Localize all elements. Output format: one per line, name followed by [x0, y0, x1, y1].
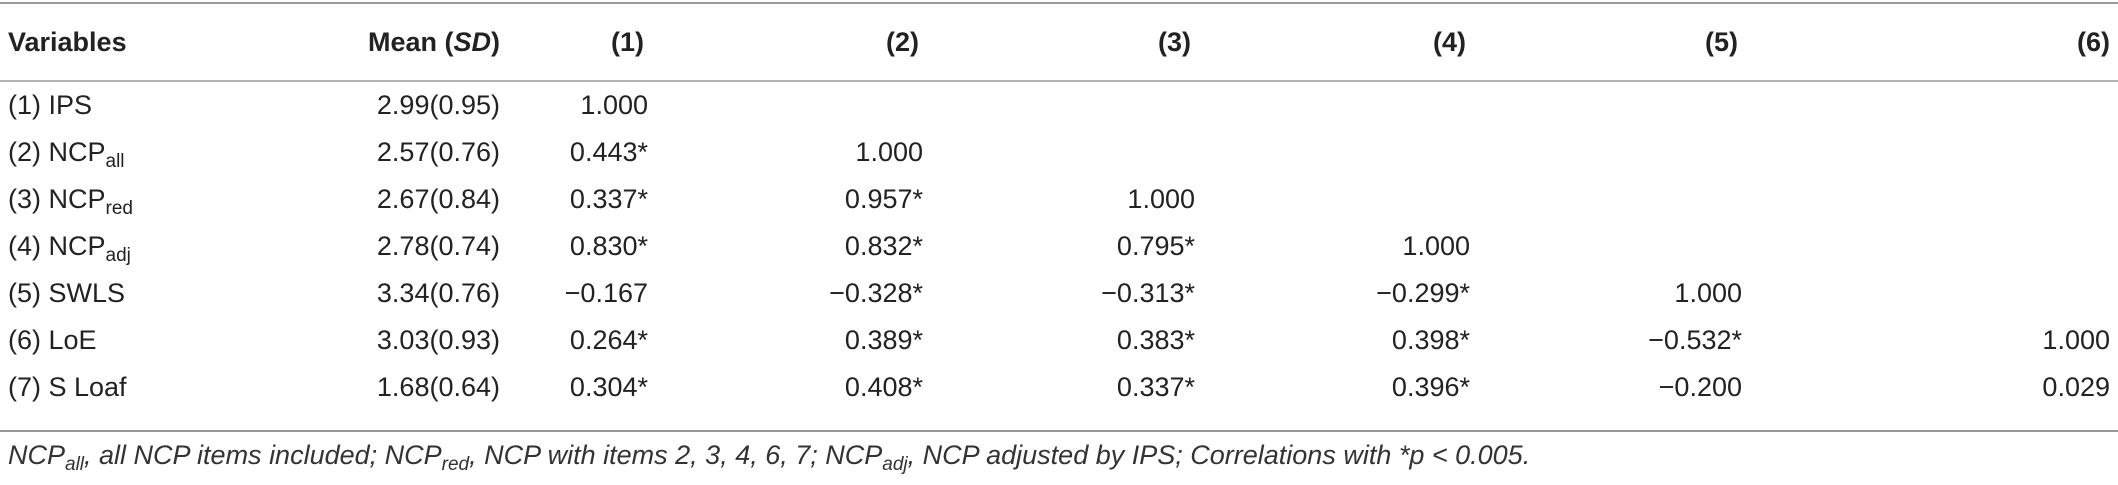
correlation-cell-col-4 [1307, 129, 1582, 176]
correlation-cell-col-2: 1.000 [855, 137, 923, 167]
table-row: (7) S Loaf 1.68(0.64) 0.304* 0.408* 0.337* 0.… [0, 364, 2118, 411]
correlation-cell-col-6 [1854, 129, 2118, 176]
row-variable-label: (6) LoE [0, 317, 300, 364]
correlation-cell-col-6 [1854, 223, 2118, 270]
bottom-rule [0, 430, 2118, 432]
table-row: (2) NCPall 2.57(0.76) 0.443* 1.000 [0, 129, 2118, 176]
row-variable-label: (1) IPS [0, 80, 300, 129]
correlation-cell-col-4: 0.396* [1391, 372, 1470, 402]
correlation-cell-col-1: 0.337* [569, 184, 648, 214]
footnote-part-3: , NCP with items 2, 3, 4, 6, 7; NCP [469, 440, 883, 470]
correlation-cell-col-4: 1.000 [1402, 231, 1470, 261]
row-variable-label: (2) NCPall [0, 129, 300, 176]
correlation-cell-col-2: 0.957* [844, 184, 923, 214]
correlation-cell-col-2: 0.408* [844, 372, 923, 402]
top-rule [0, 2, 2118, 4]
correlation-cell-col-5 [1582, 176, 1854, 223]
correlation-cell-col-6: 0.029 [2042, 372, 2110, 402]
row-mean-sd: 2.78(0.74) [376, 231, 500, 261]
correlation-cell-col-5: 1.000 [1674, 278, 1742, 308]
header-mean-suffix: ) [491, 26, 500, 57]
footnote-part-4: , NCP adjusted by IPS; Correlations with… [907, 440, 1531, 470]
variable-name: (3) NCP [8, 184, 106, 214]
variable-subscript: red [105, 198, 133, 219]
correlation-cell-col-6: 1.000 [2042, 325, 2110, 355]
correlation-cell-col-3: −0.313* [1101, 278, 1195, 308]
correlation-cell-col-1: −0.167 [564, 278, 648, 308]
correlation-cell-col-3: 0.337* [1116, 372, 1195, 402]
header-col-4: (4) [1433, 26, 1466, 57]
row-variable-label: (5) SWLS [0, 270, 300, 317]
variable-name: (6) LoE [8, 325, 97, 355]
footnote-sub-2: red [441, 454, 470, 475]
correlation-cell-col-5 [1582, 223, 1854, 270]
table-row: (4) NCPadj 2.78(0.74) 0.830* 0.832* 0.795* 1.… [0, 223, 2118, 270]
header-col-1: (1) [611, 26, 644, 57]
correlation-cell-col-3 [1035, 80, 1307, 129]
correlation-cell-col-5: −0.200 [1658, 372, 1742, 402]
correlation-cell-col-1: 0.830* [569, 231, 648, 261]
variable-subscript: all [105, 151, 125, 172]
footnote-sub-1: all [65, 454, 85, 475]
correlation-cell-col-3: 0.795* [1116, 231, 1195, 261]
header-rule [0, 80, 2118, 82]
variable-name: (5) SWLS [8, 278, 126, 308]
correlation-cell-col-2: −0.328* [829, 278, 923, 308]
row-mean-sd: 1.68(0.64) [376, 372, 500, 402]
row-variable-label: (4) NCPadj [0, 223, 300, 270]
table-footnote: NCPall, all NCP items included; NCPred, … [8, 440, 1531, 474]
header-col-6: (6) [2077, 26, 2110, 57]
correlation-cell-col-4 [1307, 176, 1582, 223]
footnote-sub-3: adj [882, 454, 908, 475]
row-mean-sd: 3.03(0.93) [376, 325, 500, 355]
header-mean-prefix: Mean ( [367, 26, 454, 57]
correlation-cell-col-4 [1307, 80, 1582, 129]
header-col-3: (3) [1158, 26, 1191, 57]
header-col-5: (5) [1705, 26, 1738, 57]
correlation-table: Variables Mean (SD) (1) (2) (3) (4) (5) … [0, 4, 2118, 411]
correlation-cell-col-2 [760, 80, 1035, 129]
correlation-cell-col-6 [1854, 176, 2118, 223]
correlation-cell-col-5 [1582, 80, 1854, 129]
row-variable-label: (3) NCPred [0, 176, 300, 223]
row-mean-sd: 2.99(0.95) [376, 90, 500, 120]
correlation-cell-col-3: 0.383* [1116, 325, 1195, 355]
correlation-cell-col-1: 0.304* [569, 372, 648, 402]
correlation-cell-col-1: 0.443* [569, 137, 648, 167]
header-variables: Variables [8, 26, 127, 57]
table-row: (6) LoE 3.03(0.93) 0.264* 0.389* 0.383* 0.398… [0, 317, 2118, 364]
correlation-cell-col-6 [1854, 270, 2118, 317]
correlation-cell-col-1: 1.000 [580, 90, 648, 120]
correlation-cell-col-5: −0.532* [1648, 325, 1742, 355]
footnote-part-2: , all NCP items included; NCP [84, 440, 442, 470]
correlation-cell-col-3: 1.000 [1127, 184, 1195, 214]
footnote-part-1: NCP [8, 440, 66, 470]
correlation-cell-col-4: −0.299* [1376, 278, 1470, 308]
table-row: (3) NCPred 2.67(0.84) 0.337* 0.957* 1.000 [0, 176, 2118, 223]
variable-name: (7) S Loaf [8, 372, 127, 402]
correlation-cell-col-1: 0.264* [569, 325, 648, 355]
header-mean-sd: SD [453, 26, 491, 57]
row-mean-sd: 2.57(0.76) [376, 137, 500, 167]
variable-name: (4) NCP [8, 231, 106, 261]
header-row: Variables Mean (SD) (1) (2) (3) (4) (5) … [0, 4, 2118, 80]
header-mean: Mean (SD) [300, 4, 500, 80]
correlation-cell-col-2: 0.389* [844, 325, 923, 355]
correlation-cell-col-3 [1035, 129, 1307, 176]
correlation-cell-col-2: 0.832* [844, 231, 923, 261]
row-mean-sd: 2.67(0.84) [376, 184, 500, 214]
table-row: (1) IPS 2.99(0.95) 1.000 [0, 80, 2118, 129]
table-body: (1) IPS 2.99(0.95) 1.000 (2) NCPall 2.57(0.7… [0, 80, 2118, 411]
row-variable-label: (7) S Loaf [0, 364, 300, 411]
correlation-cell-col-6 [1854, 80, 2118, 129]
row-mean-sd: 3.34(0.76) [376, 278, 500, 308]
variable-name: (1) IPS [8, 90, 93, 120]
header-col-2: (2) [886, 26, 919, 57]
table-row: (5) SWLS 3.34(0.76) −0.167 −0.328* −0.313* −0… [0, 270, 2118, 317]
variable-subscript: adj [105, 245, 131, 266]
variable-name: (2) NCP [8, 137, 106, 167]
correlation-cell-col-4: 0.398* [1391, 325, 1470, 355]
correlation-cell-col-5 [1582, 129, 1854, 176]
